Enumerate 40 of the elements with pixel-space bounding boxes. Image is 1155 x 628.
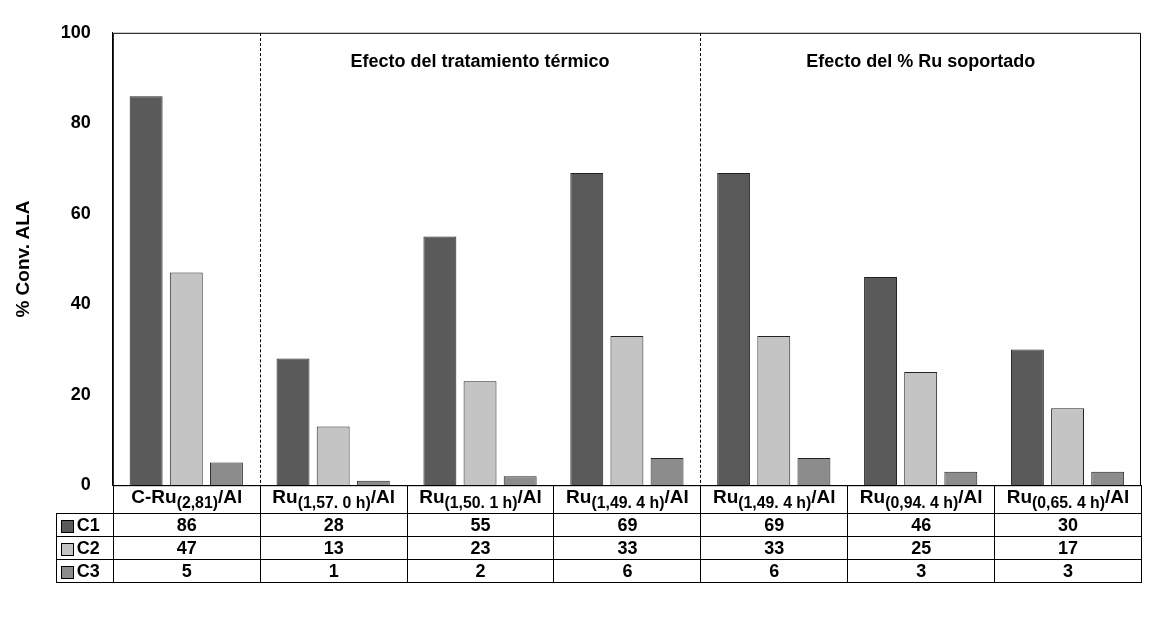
data-label: 33 xyxy=(553,536,701,560)
data-label: 6 xyxy=(700,559,848,583)
x-tick-label: Ru$_{(0,94. 4 h)}$/Al xyxy=(847,485,995,514)
data-label: 17 xyxy=(994,536,1142,560)
y-tick-label: 20 xyxy=(70,383,91,404)
data-label: 2 xyxy=(407,559,554,583)
data-label: 13 xyxy=(260,536,408,560)
data-label: 46 xyxy=(847,513,995,537)
annotation: Efecto del % Ru soportado xyxy=(806,50,1036,72)
data-label: 30 xyxy=(994,513,1142,537)
y-axis-title: % Conv. ALA xyxy=(11,200,33,318)
data-label: 28 xyxy=(260,513,408,537)
y-tick-label: 0 xyxy=(80,474,91,495)
x-tick-label: C-Ru$_{(2,81)}$/Al xyxy=(113,485,261,514)
data-label: 69 xyxy=(553,513,701,537)
x-tick-label: Ru$_{(1,49. 4 h)}$/Al xyxy=(700,485,848,514)
data-label: 3 xyxy=(847,559,995,583)
data-label: 69 xyxy=(700,513,848,537)
y-tick-label: 100 xyxy=(60,21,91,42)
legend-label: C3 xyxy=(76,561,100,582)
legend-label: C2 xyxy=(76,538,100,559)
data-label: 5 xyxy=(113,559,261,583)
y-tick-label: 60 xyxy=(70,202,91,223)
data-label: 3 xyxy=(994,559,1142,583)
data-label: 47 xyxy=(113,536,261,560)
x-tick-label: Ru$_{(1,49. 4 h)}$/Al xyxy=(553,485,701,514)
annotation: Efecto del tratamiento térmico xyxy=(350,50,610,72)
data-label: 55 xyxy=(407,513,554,537)
data-label: 23 xyxy=(407,536,554,560)
y-tick-label: 40 xyxy=(70,293,91,314)
x-tick-label: Ru$_{(1,50. 1 h)}$/Al xyxy=(407,485,554,514)
data-label: 86 xyxy=(113,513,261,537)
data-label: 1 xyxy=(260,559,408,583)
data-label: 6 xyxy=(553,559,701,583)
x-tick-label: Ru$_{(1,57. 0 h)}$/Al xyxy=(260,485,408,514)
legend-label: C1 xyxy=(76,515,100,536)
y-tick-label: 80 xyxy=(70,112,91,133)
data-label: 33 xyxy=(700,536,848,560)
x-tick-label: Ru$_{(0,65. 4 h)}$/Al xyxy=(994,485,1142,514)
data-label: 25 xyxy=(847,536,995,560)
